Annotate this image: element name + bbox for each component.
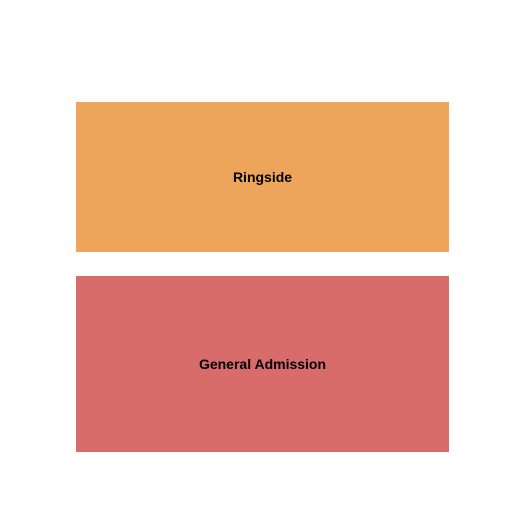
- section-label-ringside: Ringside: [233, 169, 292, 185]
- section-ringside[interactable]: Ringside: [76, 102, 449, 252]
- section-general-admission[interactable]: General Admission: [76, 276, 449, 452]
- section-label-general-admission: General Admission: [199, 356, 326, 372]
- seating-chart-container: Ringside General Admission: [76, 102, 449, 452]
